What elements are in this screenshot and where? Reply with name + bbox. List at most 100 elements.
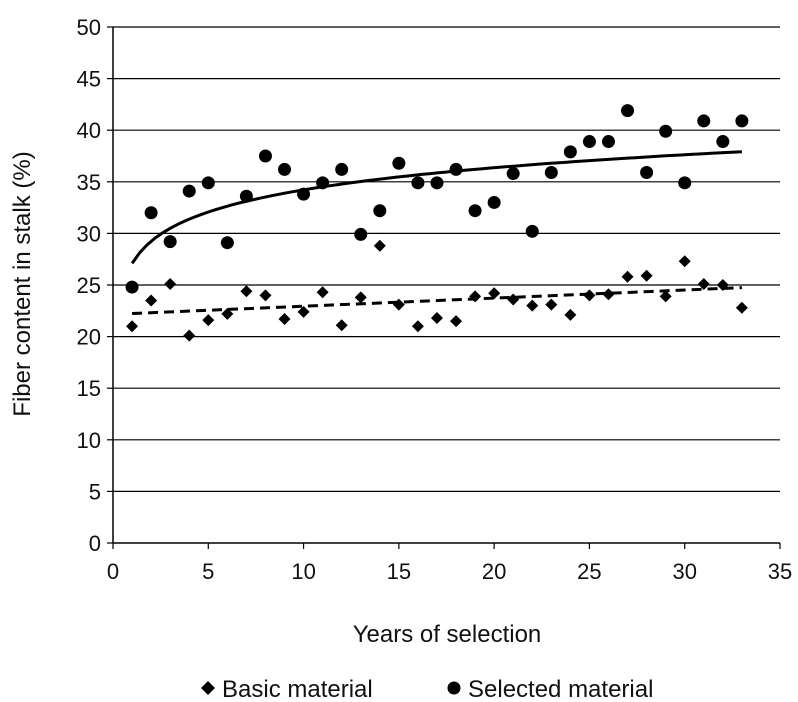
point-basic-8: [259, 289, 272, 302]
y-tick-label-35: 35: [77, 170, 101, 195]
point-selected-16: [411, 176, 425, 190]
y-axis-title: Fiber content in stalk (%): [9, 151, 36, 416]
point-basic-30: [678, 255, 691, 268]
point-basic-3: [164, 277, 177, 290]
point-selected-23: [544, 166, 558, 180]
point-basic-7: [240, 285, 253, 298]
point-basic-5: [202, 314, 215, 327]
point-basic-15: [392, 298, 405, 311]
legend-item-selected: Selected material: [447, 676, 653, 702]
point-selected-19: [468, 204, 482, 218]
trendlines: [130, 150, 742, 315]
point-basic-22: [526, 299, 539, 312]
point-basic-19: [469, 290, 482, 303]
point-selected-2: [144, 206, 158, 220]
x-tick-label-30: 30: [672, 559, 696, 584]
point-basic-25: [583, 289, 596, 302]
point-selected-24: [563, 145, 577, 159]
point-selected-15: [392, 156, 406, 170]
point-basic-20: [488, 287, 501, 300]
legend-circle-icon: [447, 681, 461, 695]
point-selected-22: [525, 224, 539, 238]
point-basic-13: [354, 291, 367, 304]
point-basic-26: [602, 288, 615, 301]
point-selected-13: [354, 227, 368, 241]
point-basic-2: [145, 294, 158, 307]
point-selected-31: [697, 114, 711, 128]
data-points: [125, 104, 749, 342]
point-basic-29: [659, 290, 672, 303]
point-selected-5: [201, 176, 215, 190]
legend-label-basic: Basic material: [222, 676, 373, 702]
point-basic-32: [716, 279, 729, 291]
x-tick-label-35: 35: [768, 559, 792, 584]
y-tick-label-45: 45: [77, 67, 101, 92]
y-axis-tick-labels: 0 5 10 15 20 25 30 35 40 45 50: [77, 15, 101, 556]
point-selected-12: [335, 162, 349, 176]
point-basic-21: [507, 293, 520, 306]
y-tick-label-15: 15: [77, 376, 101, 401]
axes: [107, 26, 781, 549]
point-basic-16: [411, 320, 424, 333]
point-selected-33: [735, 114, 749, 128]
point-selected-4: [182, 184, 196, 198]
point-selected-1: [125, 280, 139, 294]
point-basic-11: [316, 286, 329, 299]
point-selected-28: [640, 166, 654, 180]
y-tick-label-50: 50: [77, 15, 101, 40]
point-basic-10: [297, 305, 310, 318]
y-tick-label-40: 40: [77, 118, 101, 143]
y-tick-label-5: 5: [89, 479, 101, 504]
x-tick-label-20: 20: [482, 559, 506, 584]
x-tick-label-0: 0: [107, 559, 119, 584]
point-basic-24: [564, 308, 577, 321]
point-basic-6: [221, 307, 234, 320]
point-basic-27: [621, 270, 634, 283]
point-selected-9: [278, 162, 292, 176]
point-selected-21: [506, 167, 520, 181]
point-basic-1: [126, 320, 139, 333]
point-basic-33: [735, 301, 748, 314]
legend-item-basic: Basic material: [201, 676, 373, 702]
point-selected-25: [582, 135, 596, 149]
point-selected-11: [316, 176, 330, 190]
legend: Basic material Selected material: [201, 676, 653, 702]
point-selected-10: [297, 187, 311, 201]
point-selected-7: [239, 189, 253, 203]
x-axis-tick-labels: 0 5 10 15 20 25 30 35: [107, 559, 792, 584]
x-axis-title: Years of selection: [353, 621, 542, 648]
x-tick-label-15: 15: [387, 559, 411, 584]
point-basic-17: [430, 312, 443, 325]
x-tick-label-10: 10: [291, 559, 315, 584]
trendline-series-1: [130, 150, 742, 265]
x-tick-label-5: 5: [202, 559, 214, 584]
point-selected-8: [258, 149, 272, 163]
point-basic-31: [697, 277, 710, 290]
point-selected-26: [601, 135, 615, 149]
point-selected-17: [430, 176, 444, 190]
point-selected-32: [716, 135, 730, 149]
point-basic-23: [545, 298, 558, 311]
point-selected-6: [220, 236, 234, 250]
y-tick-label-30: 30: [77, 221, 101, 246]
y-tick-label-10: 10: [77, 428, 101, 453]
point-selected-27: [621, 104, 635, 118]
point-basic-14: [373, 239, 386, 252]
point-basic-28: [640, 269, 653, 282]
grid-lines: [113, 26, 780, 492]
y-tick-label-20: 20: [77, 325, 101, 350]
y-tick-label-25: 25: [77, 273, 101, 298]
point-basic-18: [450, 315, 463, 328]
legend-label-selected: Selected material: [468, 676, 653, 702]
legend-diamond-icon: [201, 681, 215, 695]
point-basic-9: [278, 313, 291, 326]
point-selected-3: [163, 235, 177, 249]
point-selected-18: [449, 162, 463, 176]
point-selected-30: [678, 176, 692, 190]
point-basic-4: [183, 329, 196, 342]
point-selected-29: [659, 124, 673, 138]
point-selected-20: [487, 195, 501, 209]
point-basic-12: [335, 319, 348, 332]
trendline-series-0: [132, 286, 742, 315]
